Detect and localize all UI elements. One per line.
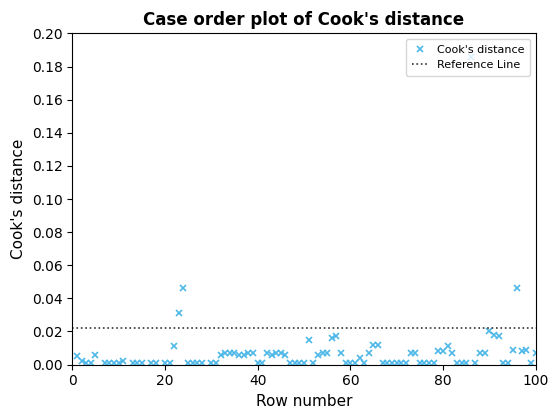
Cook's distance [101, 360, 108, 365]
Cook's distance [426, 360, 432, 365]
X-axis label: Row number: Row number [256, 394, 352, 409]
Line: Cook's distance: Cook's distance [73, 53, 539, 366]
Y-axis label: Cook's distance: Cook's distance [11, 139, 26, 259]
Cook's distance [398, 360, 405, 365]
Cook's distance [407, 351, 414, 356]
Cook's distance [468, 54, 474, 59]
Legend: Cook's distance, Reference Line: Cook's distance, Reference Line [406, 39, 530, 76]
Cook's distance [533, 351, 539, 356]
Title: Case order plot of Cook's distance: Case order plot of Cook's distance [143, 11, 465, 29]
Reference Line [69, 326, 76, 331]
Cook's distance [421, 360, 428, 365]
Cook's distance [73, 354, 80, 359]
Reference Line [73, 326, 80, 331]
Cook's distance [83, 360, 90, 365]
Cook's distance [175, 311, 182, 316]
